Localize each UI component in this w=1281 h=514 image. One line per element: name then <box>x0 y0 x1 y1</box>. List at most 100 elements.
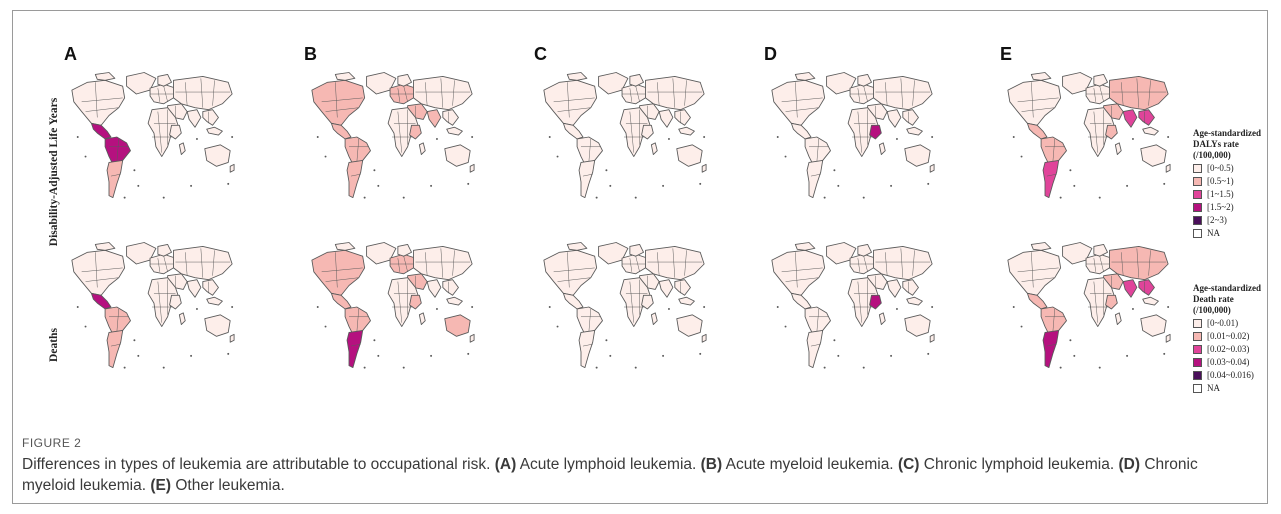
region-madagascar <box>650 142 658 156</box>
island-dot <box>837 184 840 187</box>
region-north-america <box>1007 79 1062 126</box>
region-madagascar <box>178 312 186 326</box>
region-africa <box>387 277 420 327</box>
island-dot <box>373 169 376 172</box>
border-line <box>116 138 120 163</box>
border-line <box>567 252 570 288</box>
island-dot <box>1167 306 1170 308</box>
island-dot <box>662 184 665 187</box>
legend-title: Age-standardized DALYs rate (/100,000) <box>1193 128 1261 160</box>
region-india <box>658 109 674 128</box>
island-dot <box>316 306 319 308</box>
region-madagascar <box>178 142 186 156</box>
island-dot <box>316 136 319 138</box>
border-line <box>912 80 915 106</box>
region-north-america <box>71 249 126 296</box>
legend-item: [0.03~0.04) <box>1193 356 1263 368</box>
region-india <box>426 109 442 128</box>
border-line <box>212 80 215 106</box>
legend-swatch <box>1193 163 1202 173</box>
island-dot <box>548 306 551 308</box>
border-line <box>785 107 819 112</box>
legend-label: [1~1.5) <box>1207 189 1234 199</box>
island-dot <box>123 196 126 199</box>
border-line <box>1021 277 1055 282</box>
region-australia <box>1140 144 1167 167</box>
region-nz <box>701 333 707 343</box>
border-line <box>1052 138 1056 163</box>
region-north-america <box>543 249 598 296</box>
border-line <box>1093 258 1097 272</box>
region-south-america-south <box>346 330 364 369</box>
region-arctic-islands <box>566 72 588 81</box>
island-dot <box>895 307 898 310</box>
legend-label: NA <box>1207 383 1220 393</box>
border-line <box>816 308 820 333</box>
region-indonesia <box>446 296 463 306</box>
border-line <box>1093 111 1099 153</box>
border-line <box>884 82 888 106</box>
region-scandinavia <box>857 244 872 257</box>
region-central-america <box>562 122 584 140</box>
region-arctic-islands <box>1030 242 1052 251</box>
row-label-dalys: Disability-Adjusted Life Years <box>48 97 60 247</box>
legend-title: Age-standardized Death rate (/100,000) <box>1193 283 1261 315</box>
legend-label: [0~0.01) <box>1207 318 1239 328</box>
border-line <box>184 82 188 106</box>
island-dot <box>402 366 405 369</box>
island-dot <box>84 325 87 328</box>
caption-text: Chronic myeloid leukemia. <box>22 456 1198 494</box>
region-south-america-south <box>346 160 364 199</box>
island-dot <box>784 155 787 158</box>
region-india <box>186 279 202 298</box>
island-dot <box>609 184 612 187</box>
region-se-asia <box>674 279 691 296</box>
island-dot <box>931 306 934 308</box>
world-map-d-dalys <box>771 72 935 199</box>
region-africa <box>147 277 180 327</box>
island-dot <box>823 196 826 199</box>
island-dot <box>1020 325 1023 328</box>
region-africa <box>147 107 180 157</box>
border-line <box>350 343 361 347</box>
border-line <box>781 267 823 273</box>
world-map-d-deaths <box>771 242 935 369</box>
region-east-africa <box>1105 294 1118 310</box>
region-nz <box>929 163 935 173</box>
border-line <box>200 248 204 278</box>
region-asia <box>173 75 233 111</box>
island-dot <box>890 354 893 357</box>
legend-swatch <box>1193 215 1202 225</box>
region-east-africa <box>409 294 422 310</box>
border-line <box>350 173 361 177</box>
figure-caption-heading: FIGURE 2 <box>22 436 82 450</box>
legend-item: [0~0.01) <box>1193 317 1263 329</box>
island-dot <box>1167 136 1170 138</box>
island-dot <box>133 339 136 342</box>
region-scandinavia <box>629 244 644 257</box>
region-north-america <box>311 79 366 126</box>
border-line <box>582 343 593 347</box>
island-dot <box>862 196 865 199</box>
legend-swatch <box>1193 176 1202 186</box>
world-map-e-dalys <box>1007 72 1171 199</box>
border-line <box>582 173 593 177</box>
region-asia <box>413 75 473 111</box>
legend-label: [0~0.5) <box>1207 163 1234 173</box>
legend-item: [0.01~0.02) <box>1193 330 1263 342</box>
island-dot <box>162 366 165 369</box>
region-se-asia <box>1138 109 1155 126</box>
border-line <box>553 97 595 103</box>
world-map-c-dalys <box>543 72 707 199</box>
island-dot <box>1163 182 1166 185</box>
border-line <box>157 111 163 153</box>
figure-caption: Differences in types of leukemia are att… <box>22 454 1222 496</box>
border-line <box>184 252 188 276</box>
region-indonesia <box>678 126 695 136</box>
region-nz <box>1165 333 1171 343</box>
legend-swatch <box>1193 370 1202 380</box>
legend-item: NA <box>1193 227 1263 239</box>
legend-label: [0.03~0.04) <box>1207 357 1250 367</box>
region-indonesia <box>1142 126 1159 136</box>
island-dot <box>1020 155 1023 158</box>
